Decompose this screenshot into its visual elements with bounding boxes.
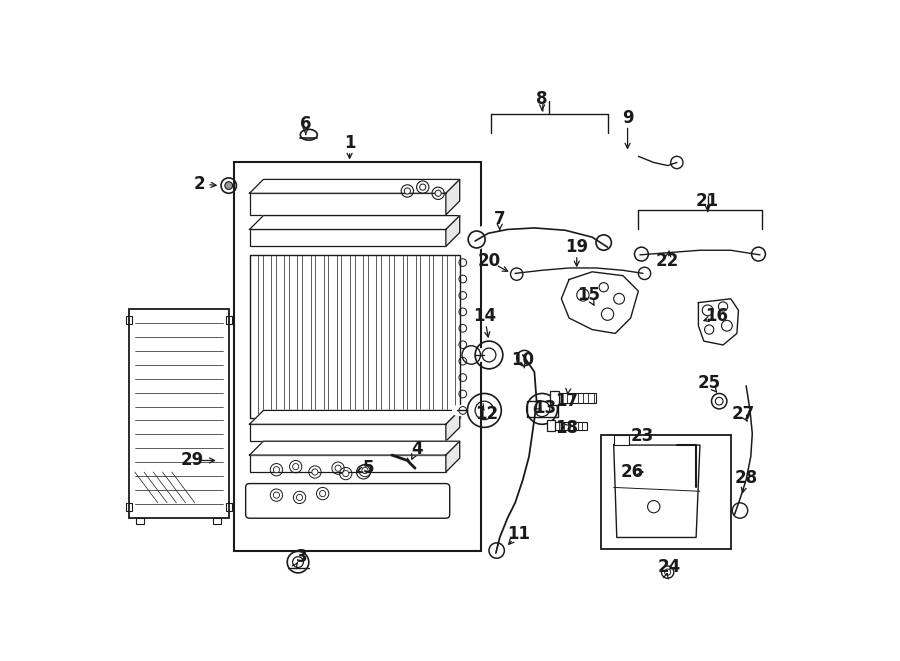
Text: 10: 10 — [511, 352, 535, 369]
Bar — [249, 424, 446, 442]
Circle shape — [335, 465, 341, 471]
Text: 21: 21 — [696, 192, 719, 210]
Polygon shape — [249, 442, 460, 455]
Polygon shape — [698, 299, 738, 345]
Text: 28: 28 — [734, 469, 758, 487]
Bar — [302, 255, 310, 418]
Bar — [136, 518, 144, 524]
Circle shape — [225, 182, 232, 190]
Bar — [125, 317, 131, 324]
Text: 24: 24 — [658, 558, 680, 576]
Text: 2: 2 — [194, 175, 205, 193]
Polygon shape — [249, 410, 460, 424]
Bar — [554, 393, 596, 403]
Circle shape — [419, 184, 426, 190]
Bar — [341, 255, 350, 418]
Polygon shape — [446, 410, 460, 442]
Bar — [249, 255, 258, 418]
Bar — [226, 317, 232, 324]
Text: 5: 5 — [363, 459, 374, 477]
Bar — [234, 163, 481, 551]
Text: 26: 26 — [621, 463, 644, 481]
Bar — [434, 255, 442, 418]
Text: 14: 14 — [472, 307, 496, 325]
Circle shape — [274, 492, 280, 498]
Circle shape — [296, 494, 302, 500]
Circle shape — [404, 188, 410, 194]
Bar — [446, 255, 455, 418]
Circle shape — [320, 490, 326, 496]
Bar — [368, 255, 376, 418]
FancyBboxPatch shape — [246, 484, 450, 518]
Bar — [601, 435, 731, 549]
Polygon shape — [446, 179, 460, 215]
Text: 27: 27 — [732, 405, 755, 423]
Bar — [355, 255, 363, 418]
Bar — [381, 255, 390, 418]
Text: 18: 18 — [555, 419, 578, 437]
Circle shape — [362, 467, 368, 473]
Bar — [552, 422, 587, 430]
Bar — [249, 229, 446, 247]
Polygon shape — [249, 179, 460, 193]
Bar — [129, 309, 229, 518]
Bar — [226, 503, 232, 510]
Bar — [526, 401, 557, 416]
Bar — [547, 420, 555, 431]
Text: 4: 4 — [410, 440, 422, 458]
Bar — [394, 255, 402, 418]
Bar — [249, 255, 460, 418]
Bar — [614, 435, 629, 445]
Bar — [263, 255, 271, 418]
Text: 9: 9 — [622, 109, 634, 127]
Text: 23: 23 — [631, 427, 653, 445]
Bar — [249, 455, 446, 472]
Bar — [315, 255, 324, 418]
Text: 22: 22 — [656, 252, 680, 270]
Text: 12: 12 — [475, 405, 499, 423]
Polygon shape — [614, 445, 700, 537]
Bar — [550, 391, 559, 405]
Polygon shape — [562, 272, 638, 333]
Circle shape — [312, 469, 318, 475]
Bar — [213, 518, 221, 524]
Bar — [125, 503, 131, 510]
Bar — [249, 193, 446, 215]
Text: 16: 16 — [706, 307, 728, 325]
Text: 11: 11 — [507, 525, 530, 543]
Text: 19: 19 — [565, 238, 589, 256]
Bar — [289, 255, 298, 418]
Text: 8: 8 — [536, 90, 548, 108]
Circle shape — [274, 467, 280, 473]
Text: 13: 13 — [533, 399, 556, 417]
Circle shape — [343, 471, 349, 477]
Bar — [275, 255, 284, 418]
Bar — [328, 255, 337, 418]
Text: 1: 1 — [344, 134, 356, 152]
Text: 29: 29 — [180, 451, 203, 469]
Bar — [407, 255, 416, 418]
Polygon shape — [446, 442, 460, 472]
Text: 6: 6 — [300, 115, 311, 133]
Text: 7: 7 — [494, 210, 506, 229]
Text: 25: 25 — [698, 375, 721, 393]
Circle shape — [435, 190, 441, 196]
Text: 3: 3 — [296, 548, 308, 566]
Circle shape — [292, 463, 299, 470]
Text: 17: 17 — [555, 392, 579, 410]
Bar — [420, 255, 428, 418]
Text: 20: 20 — [477, 252, 500, 270]
Polygon shape — [249, 215, 460, 229]
Text: 15: 15 — [577, 286, 599, 304]
Polygon shape — [446, 215, 460, 247]
